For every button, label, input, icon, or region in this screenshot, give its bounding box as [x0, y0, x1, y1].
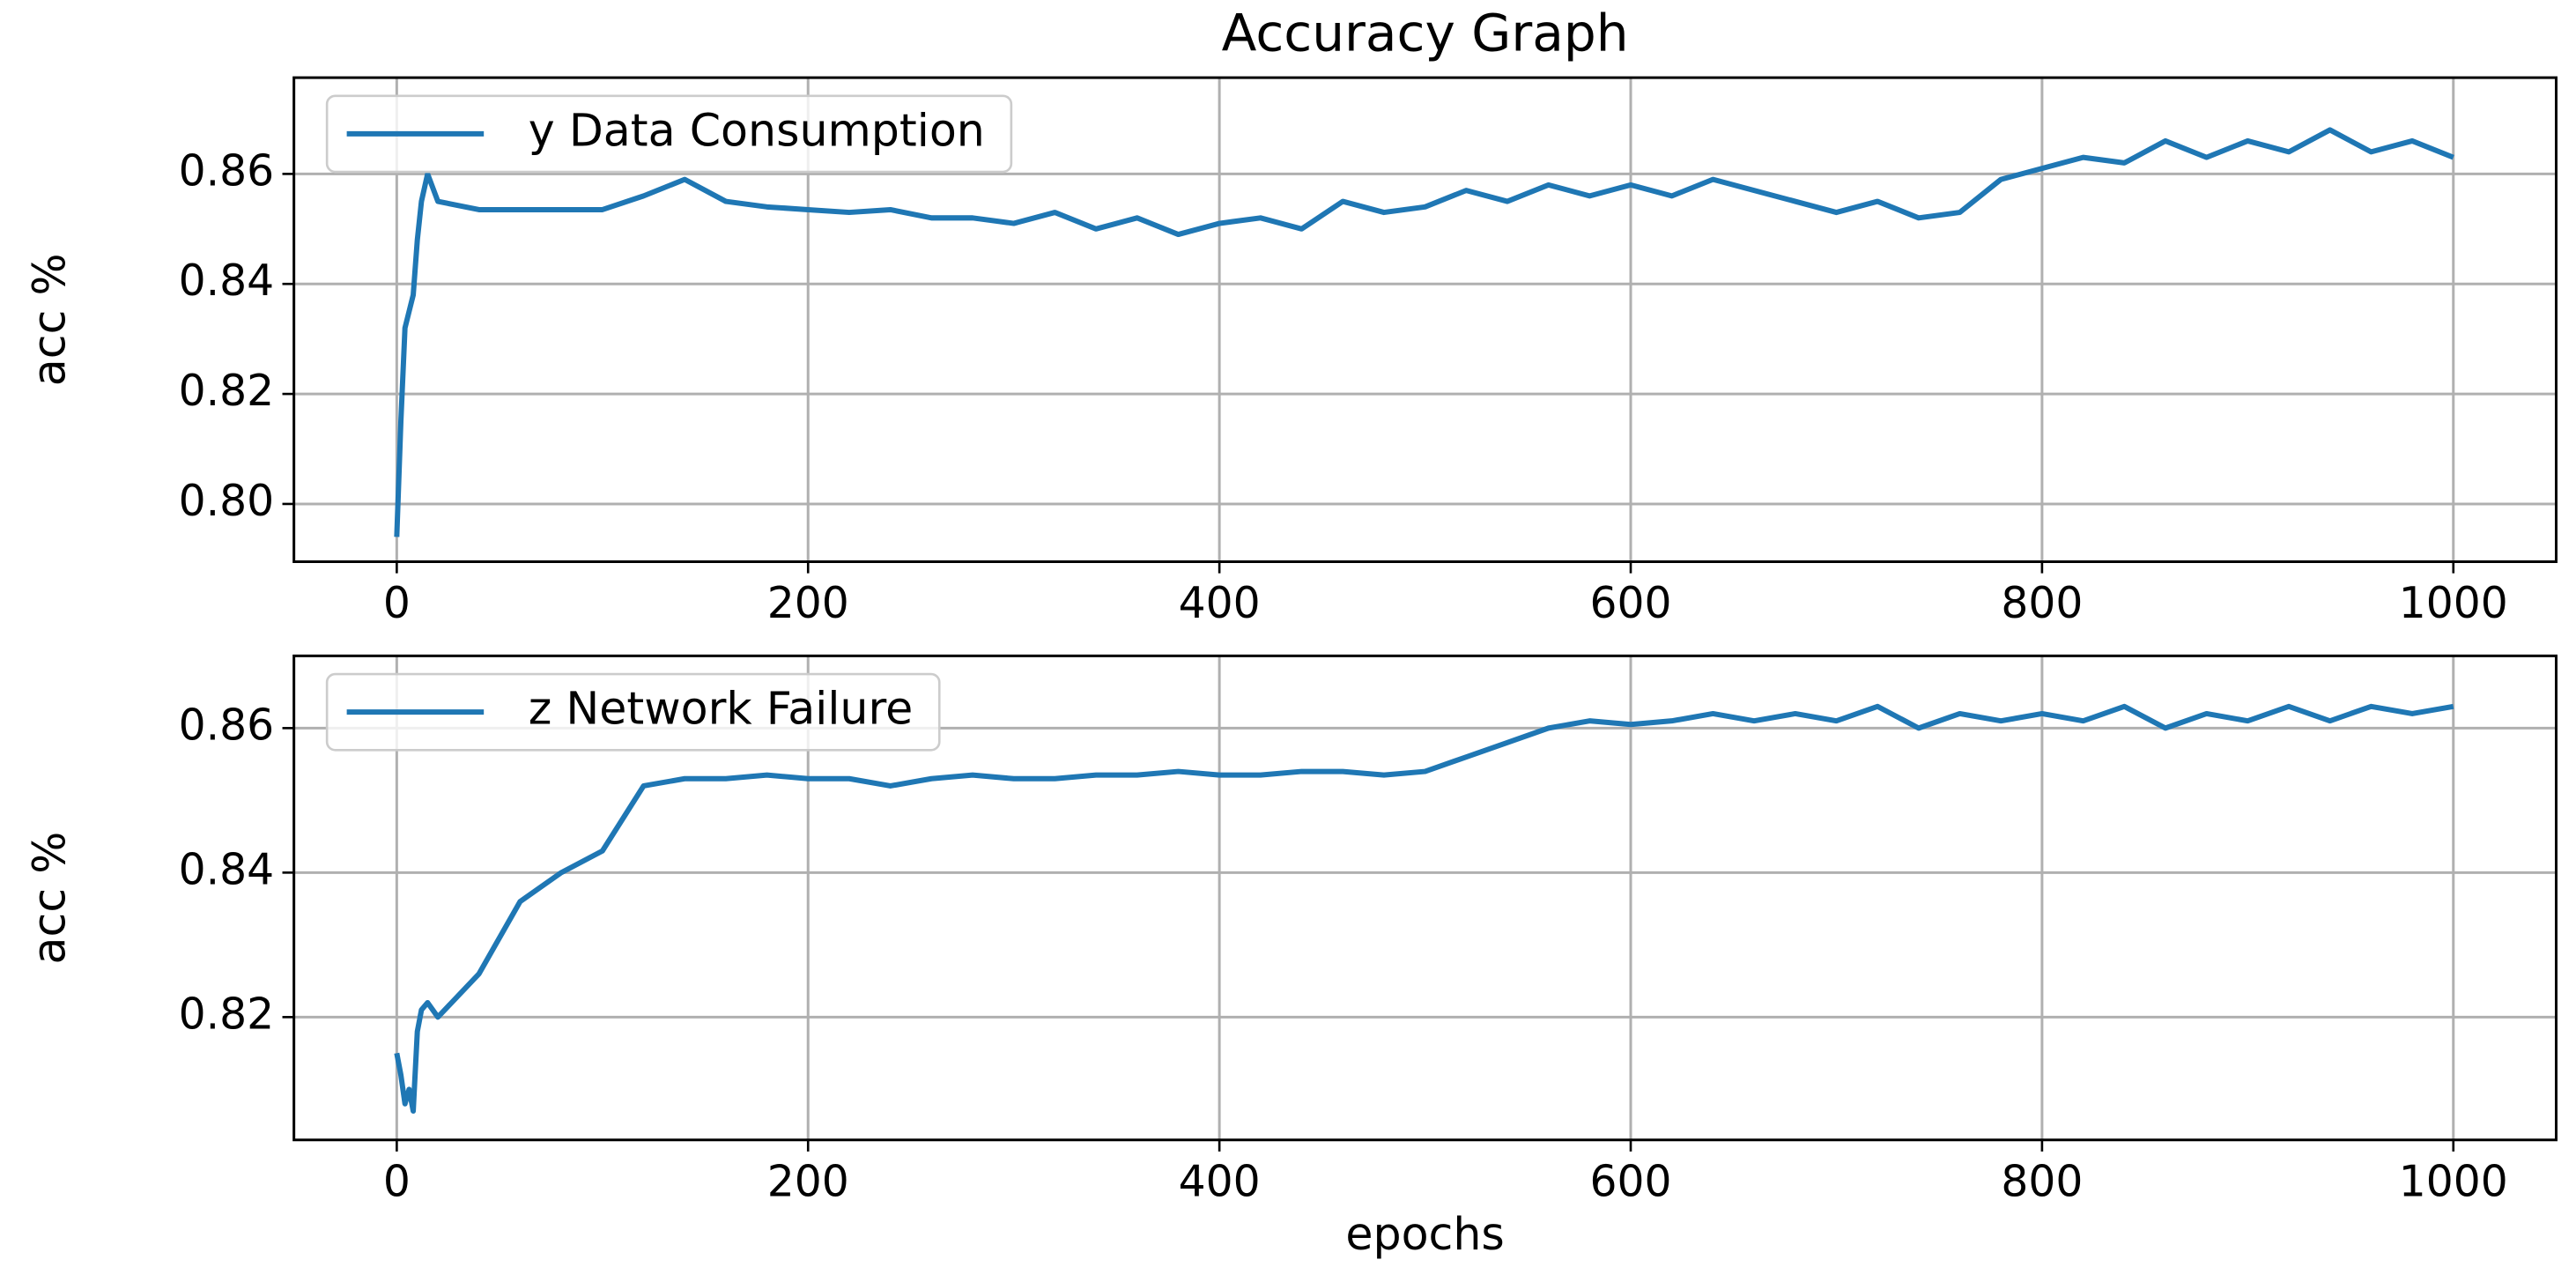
x-tick-label: 200 [767, 1157, 849, 1206]
legend: y Data Consumption [325, 94, 1013, 174]
y-axis-label: acc % [23, 253, 75, 386]
x-tick-label: 1000 [2399, 1157, 2508, 1206]
legend-label: y Data Consumption [529, 104, 985, 156]
x-tick-label: 0 [383, 579, 411, 628]
data-line [394, 127, 2454, 537]
y-tick-label: 0.82 [179, 989, 274, 1039]
y-axis-label: acc % [23, 832, 75, 965]
y-tick-label: 0.86 [179, 700, 274, 750]
legend-box [325, 672, 941, 752]
x-tick-label: 600 [1590, 1157, 1672, 1206]
x-tick-label: 1000 [2399, 579, 2508, 628]
x-tick-label: 200 [767, 579, 849, 628]
legend-box [325, 94, 1013, 174]
y-tick-label: 0.80 [179, 477, 274, 526]
y-tick-label: 0.82 [179, 367, 274, 416]
x-tick-label: 600 [1590, 579, 1672, 628]
axes-frame [292, 76, 2558, 563]
x-tick-label: 800 [2001, 1157, 2083, 1206]
y-tick-label: 0.84 [179, 845, 274, 894]
x-tick-label: 800 [2001, 579, 2083, 628]
axes-frame [292, 654, 2558, 1142]
y-tick-label: 0.86 [179, 146, 274, 196]
chart-title: Accuracy Graph [1222, 3, 1629, 63]
x-tick-label: 400 [1179, 579, 1261, 628]
data-line [394, 703, 2454, 1114]
x-tick-label: 0 [383, 1157, 411, 1206]
x-tick-label: 400 [1179, 1157, 1261, 1206]
y-tick-label: 0.84 [179, 256, 274, 306]
legend-label: z Network Failure [529, 683, 913, 735]
legend: z Network Failure [325, 672, 941, 752]
x-axis-label: epochs [1345, 1208, 1504, 1260]
